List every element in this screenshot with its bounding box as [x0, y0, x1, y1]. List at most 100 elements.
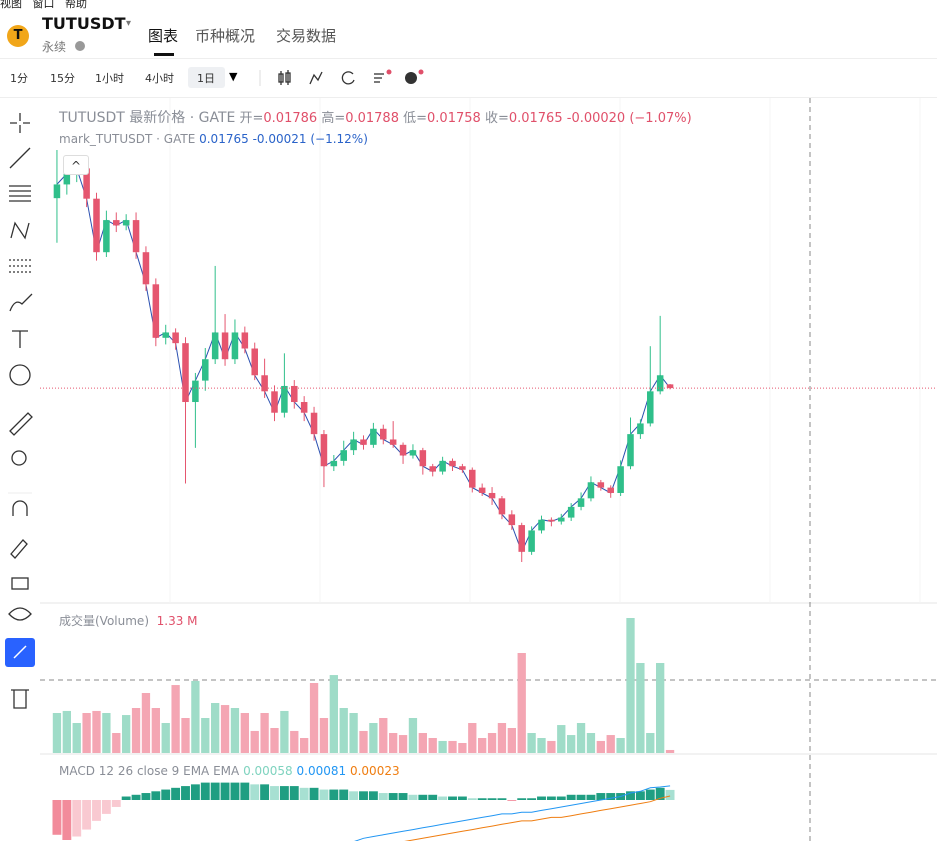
candle-body: [202, 359, 209, 381]
interval[interactable]: 1小时: [95, 72, 124, 85]
candle-body: [152, 284, 160, 338]
add-icon[interactable]: [405, 72, 417, 84]
macd-histogram-bar: [537, 796, 546, 800]
volume-bar: [527, 733, 536, 753]
macd-histogram-bar: [220, 782, 230, 800]
volume-bar: [131, 708, 141, 753]
volume-bar: [92, 710, 101, 753]
candle-body: [508, 514, 516, 526]
volume-bar: [201, 718, 210, 753]
macd-histogram-bar: [556, 796, 566, 800]
candle-body: [607, 487, 614, 493]
legend-value: 0.01765: [508, 111, 563, 126]
candle-body: [558, 517, 565, 522]
delete-tool[interactable]: [11, 689, 29, 709]
line-tool[interactable]: [9, 147, 31, 169]
info-icon[interactable]: [75, 41, 85, 51]
macd-histogram-bar: [319, 789, 329, 800]
macd-histogram-bar: [339, 789, 349, 800]
tab[interactable]: 图表: [148, 27, 179, 45]
collapse-button[interactable]: ^: [63, 155, 89, 175]
volume-bar: [102, 713, 111, 753]
volume-bar: [408, 718, 418, 753]
candle-body: [132, 220, 140, 253]
legend-title: TUTUSDT 最新价格 · GATE: [59, 110, 236, 126]
macd-legend: MACD 12 26 close 9 EMA EMA 0.00058 0.000…: [59, 764, 400, 778]
ruler-tool[interactable]: [9, 412, 33, 436]
volume-bar: [72, 723, 81, 753]
volume-bar: [646, 733, 655, 753]
volume-bar: [211, 703, 220, 753]
menu-item[interactable]: 帮助: [65, 0, 87, 10]
lock-draw-tool[interactable]: [10, 539, 28, 559]
candle-body: [162, 332, 169, 338]
menu-item[interactable]: 窗口: [32, 0, 55, 10]
candle-icon[interactable]: [278, 70, 291, 85]
interval[interactable]: 4小时: [145, 72, 174, 85]
emoji-tool[interactable]: [9, 364, 31, 386]
candle-body: [211, 332, 219, 360]
volume-bar: [596, 740, 605, 753]
macd-histogram-bar: [378, 793, 388, 800]
candle-body: [63, 173, 71, 185]
volume-bar: [478, 738, 487, 753]
zoom-tool[interactable]: [11, 450, 27, 466]
interval[interactable]: 15分: [50, 72, 75, 85]
template-icon[interactable]: [374, 73, 384, 83]
visibility-tool[interactable]: [8, 607, 32, 621]
link-glyph: [13, 645, 27, 659]
candle-body: [478, 487, 486, 493]
menu-item[interactable]: 视图: [0, 0, 22, 10]
volume-bar: [428, 738, 437, 753]
candle-body: [528, 530, 535, 552]
interval-dropdown[interactable]: ▼: [229, 70, 238, 83]
macd-histogram-bar: [655, 787, 665, 800]
volume-bar: [250, 730, 259, 753]
macd-histogram-bar: [438, 796, 448, 800]
candle-body: [142, 252, 150, 285]
legend-title: 成交量(Volume): [59, 614, 149, 628]
interval-active-bg: [188, 67, 225, 88]
symbol-name[interactable]: TUTUSDT: [42, 14, 126, 33]
mark-price-line: [56, 167, 671, 554]
tab-underline: [154, 53, 174, 56]
legend-value: 0.01765: [199, 132, 249, 146]
legend-title: mark_TUTUSDT · GATE: [59, 132, 196, 146]
candle-body: [330, 460, 338, 467]
candle-body: [300, 402, 308, 413]
interval[interactable]: 1分: [10, 72, 28, 85]
indicator-icon[interactable]: [309, 71, 323, 85]
candle-body: [281, 385, 288, 413]
interval[interactable]: 1日: [197, 72, 215, 85]
candle-body: [83, 168, 90, 199]
macd-histogram-bar: [527, 798, 537, 800]
candle-body: [370, 428, 377, 445]
candle-body: [498, 498, 506, 515]
candle-body: [360, 439, 367, 445]
brush-tool[interactable]: [9, 293, 33, 312]
volume-bar: [487, 733, 497, 753]
macd-histogram-bar: [62, 800, 72, 840]
tab[interactable]: 交易数据: [276, 27, 337, 45]
candle-body: [429, 466, 436, 472]
macd-histogram-bar: [626, 791, 635, 800]
volume-bar: [586, 733, 596, 753]
crosshair-tool[interactable]: [10, 113, 30, 133]
replay-icon[interactable]: [341, 71, 355, 85]
volume-bar: [290, 730, 299, 753]
text-tool[interactable]: [12, 330, 28, 348]
legend-change: -0.00020 (−1.07%): [566, 111, 692, 126]
dropdown-arrow[interactable]: ▾: [126, 18, 132, 29]
candle-body: [548, 519, 555, 522]
fib-tool[interactable]: [9, 185, 31, 202]
pattern-tool[interactable]: [10, 221, 30, 240]
macd-histogram-bar: [507, 800, 517, 801]
tab[interactable]: 币种概况: [195, 27, 256, 45]
magnet-tool[interactable]: [12, 500, 28, 516]
volume-bar: [240, 713, 249, 753]
volume-bar: [260, 713, 269, 753]
lock-tool[interactable]: [11, 577, 29, 590]
volume-bar: [379, 718, 388, 753]
